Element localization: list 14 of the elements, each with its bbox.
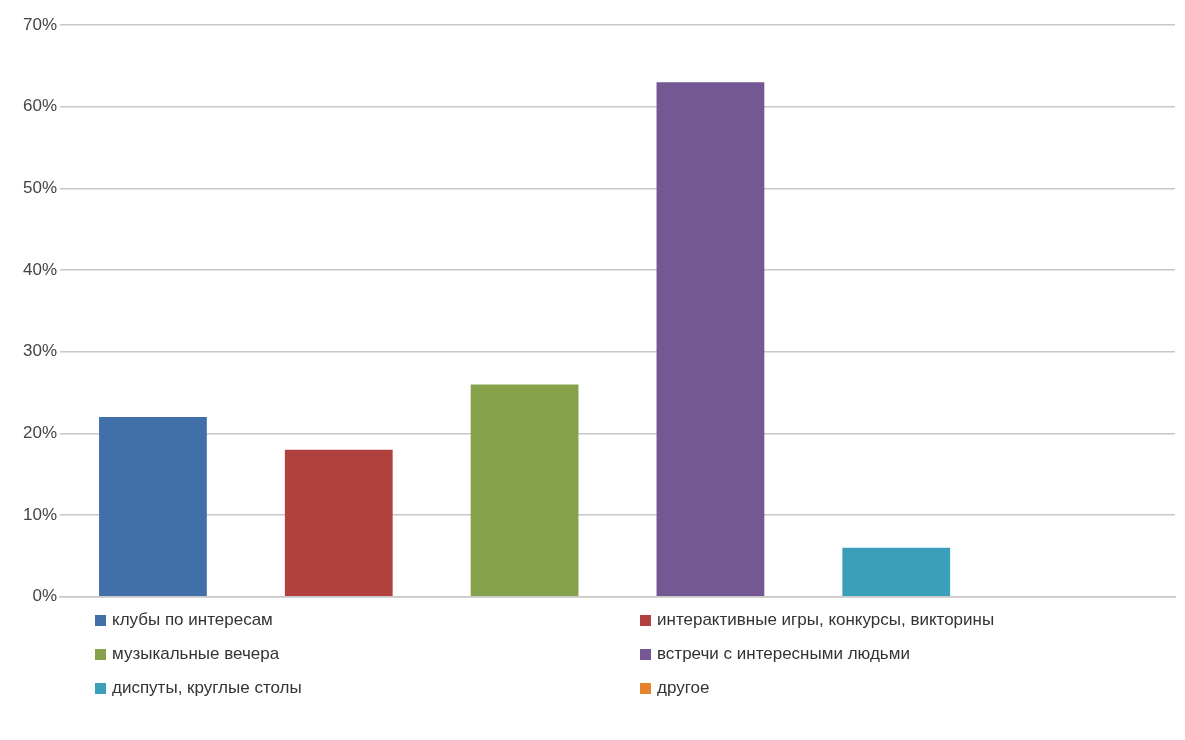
legend-label: встречи с интересными людьми	[657, 644, 910, 664]
y-tick-label: 10%	[22, 504, 58, 524]
y-tick-label: 40%	[22, 259, 58, 279]
y-tick-label: 30%	[22, 341, 58, 361]
y-tick-label: 50%	[22, 178, 58, 198]
legend-label: клубы по интересам	[112, 610, 273, 630]
y-tick-label: 20%	[22, 423, 58, 443]
y-tick-label: 70%	[22, 14, 58, 34]
y-tick-label: 0%	[32, 586, 58, 606]
legend-label: интерактивные игры, конкурсы, викторины	[657, 610, 995, 630]
y-tick-label: 60%	[22, 96, 58, 116]
legend-label: другое	[657, 678, 710, 698]
legend-label: музыкальные вечера	[112, 644, 280, 664]
legend-label: диспуты, круглые столы	[112, 678, 302, 698]
